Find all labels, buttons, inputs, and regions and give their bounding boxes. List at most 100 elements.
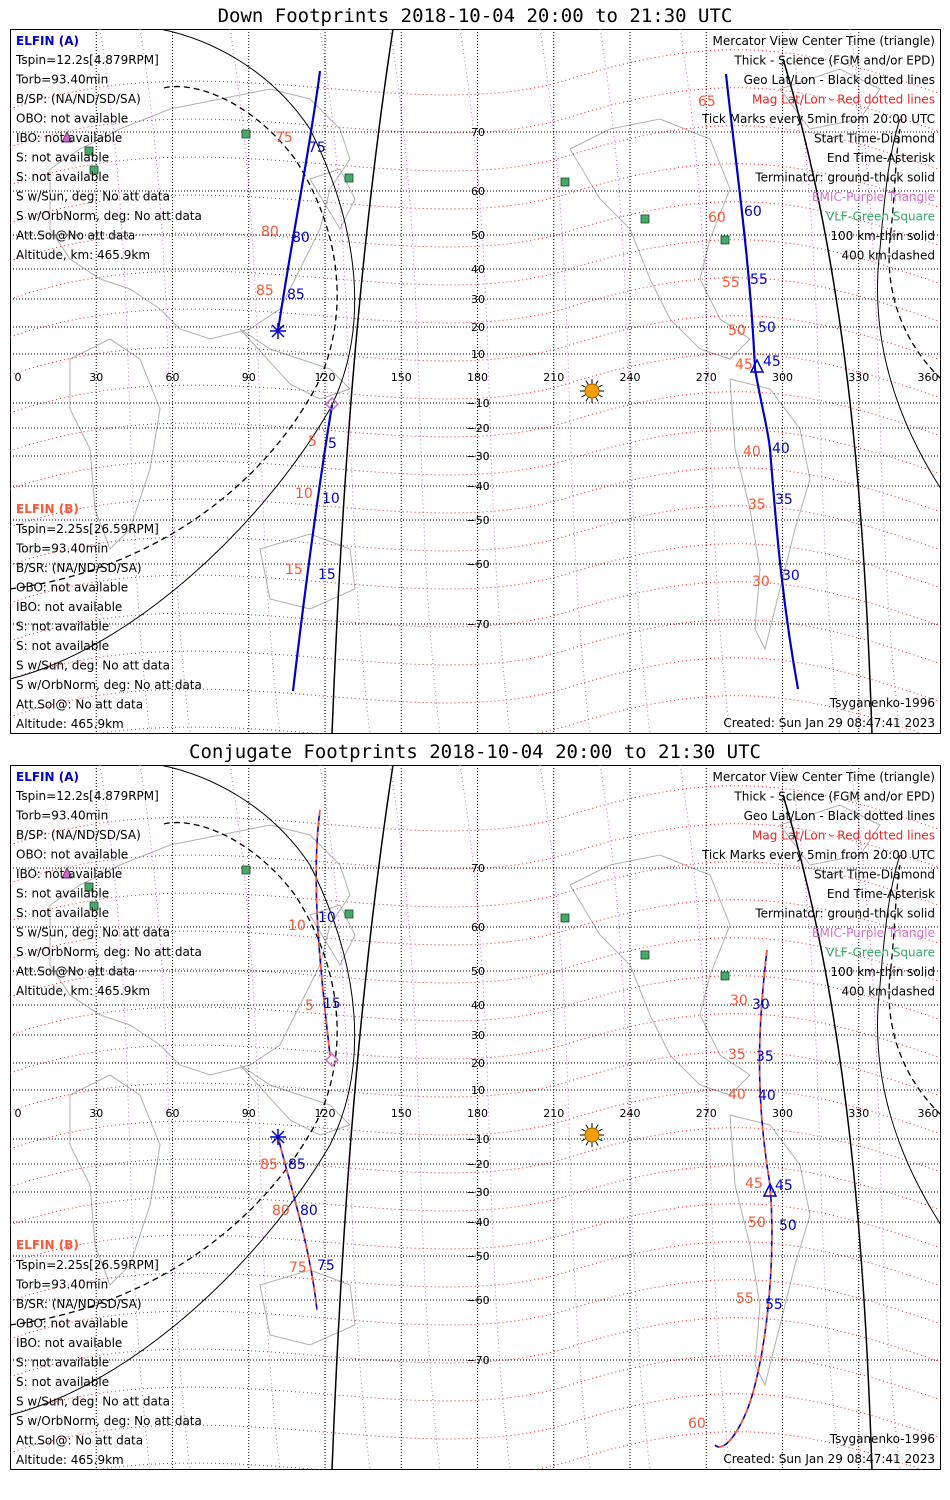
lat-tick-label: 20 [471, 1057, 485, 1070]
elfin-b-tick-label: 10 [288, 918, 306, 934]
model-label: Tsyganenko-1996 [829, 1432, 935, 1446]
lon-tick-label: 210 [543, 371, 564, 384]
mag-lon-line [139, 28, 191, 735]
elfin-a-tick-label: 50 [779, 1218, 797, 1234]
lon-tick-label: 90 [242, 1107, 256, 1120]
vlf-square [84, 146, 94, 156]
lon-tick-label: 180 [467, 371, 488, 384]
elfin-a-info-line: Att.Sol@No att data [16, 965, 135, 979]
elfin-a-track [276, 70, 322, 332]
down-footprints-plot: 0 30 60 90 120 150 180 210 240 270 300 330 360 70 60 50… [9, 28, 942, 756]
elfin-a-label: ELFIN (A) [16, 34, 79, 48]
elfin-b-info-line: S w/OrbNorm, deg: No att data [16, 678, 202, 692]
coastline [69, 338, 161, 550]
mag-lat-line [9, 315, 942, 376]
axis-labels: 0 30 60 90 120 150 180 210 240 270 300 330 360 70 60 50… [15, 862, 939, 1367]
elfin-b-tick-label: 45 [735, 357, 753, 373]
elfin-b-info-line: S: not available [16, 1356, 109, 1370]
terminator-100km [877, 118, 942, 490]
elfin-a-info-line: Torb=93.40min [15, 73, 108, 87]
sun-ray [595, 1124, 599, 1130]
legend-item: End Time-Asterisk [827, 887, 935, 901]
down-footprints-title: Down Footprints 2018-10-04 20:00 to 21:3… [217, 5, 733, 27]
elfin-b-tick-label: 35 [728, 1047, 746, 1063]
vlf-square [560, 177, 570, 187]
mag-lon-line [679, 28, 731, 735]
coastline [259, 1269, 356, 1346]
mag-lon-line [599, 28, 651, 735]
elfin-b-tick-label: 55 [736, 1291, 754, 1307]
legend-item: VLF-Green Square [826, 210, 935, 224]
mag-lon-line [389, 28, 441, 735]
elfin-b-track [315, 809, 331, 1056]
elfin-a-tick-label: 35 [775, 492, 793, 508]
mag-lon-line [539, 28, 591, 735]
lat-tick-label: −10 [466, 1133, 489, 1146]
lat-tick-label: 50 [471, 965, 485, 978]
legend-item: Tick Marks every 5min from 20:00 UTC [701, 848, 935, 862]
vlf-square [640, 950, 650, 960]
lon-tick-label: 90 [242, 371, 256, 384]
sun-ray [597, 384, 603, 388]
elfin-b-info-line: Altitude: 465.9km [16, 1453, 124, 1467]
elfin-b-tick-label: 85 [256, 283, 274, 299]
sun-disc [584, 383, 600, 399]
elfin-a-info-line: S w/OrbNorm, deg: No att data [16, 209, 202, 223]
elfin-a-info: ELFIN (A) Tspin=12.2s[4.879RPM] Torb=93.40… [15, 770, 202, 998]
sun-icon [580, 379, 604, 403]
elfin-b-info-line: S: not available [16, 639, 109, 653]
mag-lat-line [9, 543, 942, 604]
elfin-b-tick-label: 5 [305, 998, 314, 1014]
lon-tick-label: 30 [89, 1107, 103, 1120]
elfin-b-tick-label: 50 [728, 323, 746, 339]
geo-grid [10, 29, 941, 734]
mag-lat-line [9, 1013, 942, 1074]
lat-tick-label: −50 [466, 514, 489, 527]
terminator-400km [888, 128, 942, 380]
mag-lat-line [9, 277, 942, 338]
lon-tick-label: 240 [620, 1107, 641, 1120]
terminator-100km [9, 764, 356, 1416]
lat-tick-label: 40 [471, 999, 485, 1012]
mag-lat-line [9, 391, 942, 452]
lat-tick-label: −50 [466, 1250, 489, 1263]
elfin-a-info-line: OBO: not available [16, 112, 128, 126]
mag-lat-line [9, 619, 942, 680]
emic-triangle [61, 866, 73, 879]
elfin-a-info-line: S w/Sun, deg: No att data [16, 190, 170, 204]
elfin-b-info-line: Att.Sol@: No att data [16, 698, 143, 712]
mag-lon-line [459, 28, 511, 735]
sun-ray [585, 396, 589, 402]
elfin-a-tick-label: 50 [758, 320, 776, 336]
elfin-a-info-line: Tspin=12.2s[4.879RPM] [15, 789, 159, 803]
elfin-a-info-line: S: not available [16, 887, 109, 901]
lon-tick-label: 0 [15, 1107, 22, 1120]
sun-ray [597, 1128, 603, 1132]
lon-tick-label: 60 [166, 1107, 180, 1120]
elfin-a-info-line: Tspin=12.2s[4.879RPM] [15, 53, 159, 67]
mag-lat-line [9, 1431, 942, 1492]
elfin-a-info-line: S w/OrbNorm, deg: No att data [16, 945, 202, 959]
map-svg: 0 30 60 90 120 150 180 210 240 270 300 330 360 70 60 50… [9, 28, 942, 756]
lat-tick-label: 50 [471, 229, 485, 242]
elfin-b-info-line: Tspin=2.25s[26.59RPM] [15, 1258, 159, 1272]
mag-lat-line [9, 1241, 942, 1302]
vlf-stations [84, 129, 730, 245]
lon-tick-label: 330 [848, 1107, 869, 1120]
elfin-b-info-line: Torb=93.40min [15, 542, 108, 556]
elfin-a-label: ELFIN (A) [16, 770, 79, 784]
elfin-a-track [724, 73, 800, 690]
elfin-a-tick-label: 15 [323, 996, 341, 1012]
vlf-square [344, 173, 354, 183]
elfin-a-tick-label: 40 [758, 1088, 776, 1104]
elfin-a-info: ELFIN (A) Tspin=12.2s[4.879RPM] Torb=93.40… [15, 34, 202, 262]
terminator-ground [782, 58, 873, 735]
elfin-a-tick-label: 85 [288, 1157, 306, 1173]
elfin-b-info-line: OBO: not available [16, 581, 128, 595]
footprint-tracks [277, 809, 773, 1448]
elfin-b-tick-label: 60 [688, 1416, 706, 1432]
mag-lon-line [319, 764, 371, 1471]
terminator-400km [888, 864, 942, 1116]
legend-item: Start Time-Diamond [814, 868, 935, 882]
lon-tick-label: 150 [391, 371, 412, 384]
